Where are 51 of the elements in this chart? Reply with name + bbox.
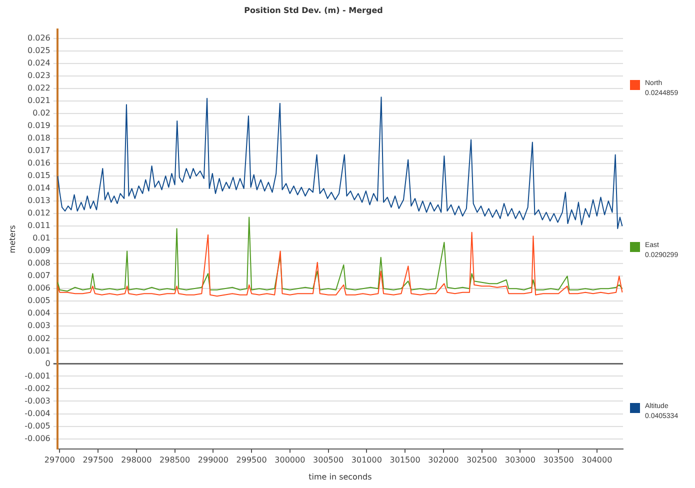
y-tick-label: -0.005 xyxy=(24,421,50,430)
y-tick-label: 0.016 xyxy=(27,158,50,168)
y-tick-label: 0.017 xyxy=(27,146,50,156)
y-tick-label: 0.022 xyxy=(27,83,50,92)
y-tick-label: -0.003 xyxy=(24,396,50,406)
x-tick-label: 297500 xyxy=(82,456,114,465)
x-tick-label: 299500 xyxy=(236,456,267,465)
y-tick-label: 0.008 xyxy=(27,258,50,268)
y-tick-label: 0.024 xyxy=(27,58,50,68)
y-tick-label: 0.025 xyxy=(27,46,50,55)
x-tick-label: 301500 xyxy=(390,456,420,465)
y-tick-label: -0.004 xyxy=(24,408,50,418)
y-tick-label: 0.014 xyxy=(27,184,50,193)
x-tick-label: 298000 xyxy=(121,456,152,465)
x-tick-label: 303000 xyxy=(504,456,536,465)
y-tick-label: 0.026 xyxy=(27,33,50,42)
y-tick-label: 0.009 xyxy=(27,246,50,256)
y-tick-label: 0.005 xyxy=(27,296,50,306)
y-tick-label: 0.012 xyxy=(27,208,50,218)
y-tick-label: -0.001 xyxy=(24,371,50,380)
y-tick-label: 0.019 xyxy=(27,121,50,130)
y-tick-label: 0.013 xyxy=(27,196,50,206)
y-tick-label: -0.002 xyxy=(24,384,50,393)
x-tick-label: 302000 xyxy=(428,456,459,465)
y-tick-label: 0 xyxy=(45,358,50,368)
y-tick-label: -0.006 xyxy=(24,434,50,443)
y-tick-label: 0.023 xyxy=(27,70,50,80)
y-tick-label: 0.003 xyxy=(27,321,50,330)
y-tick-label: 0.01 xyxy=(32,234,50,243)
y-tick-label: 0.02 xyxy=(32,108,50,118)
x-tick-label: 299000 xyxy=(198,456,228,465)
x-tick-label: 300500 xyxy=(313,456,344,465)
y-axis-title: meters xyxy=(8,225,17,254)
x-tick-label: 298500 xyxy=(160,456,190,465)
y-tick-label: 0.011 xyxy=(27,221,50,230)
x-tick-label: 301000 xyxy=(351,456,382,465)
x-tick-label: 297000 xyxy=(44,456,75,465)
y-tick-label: 0.015 xyxy=(27,171,50,180)
y-tick-label: 0.004 xyxy=(27,308,50,318)
y-tick-label: 0.007 xyxy=(27,271,50,280)
y-tick-label: 0.006 xyxy=(27,284,50,293)
x-tick-label: 304000 xyxy=(582,456,612,465)
y-tick-label: 0.018 xyxy=(27,134,50,143)
x-tick-label: 303500 xyxy=(543,456,574,465)
chart-title: Position Std Dev. (m) - Merged xyxy=(244,6,384,15)
x-axis-title: time in seconds xyxy=(308,472,372,482)
y-tick-label: 0.002 xyxy=(27,334,50,343)
y-tick-label: 0.021 xyxy=(27,96,50,106)
y-tick-label: 0.001 xyxy=(27,346,50,356)
x-tick-label: 300000 xyxy=(274,456,306,465)
x-tick-label: 302500 xyxy=(466,456,498,465)
